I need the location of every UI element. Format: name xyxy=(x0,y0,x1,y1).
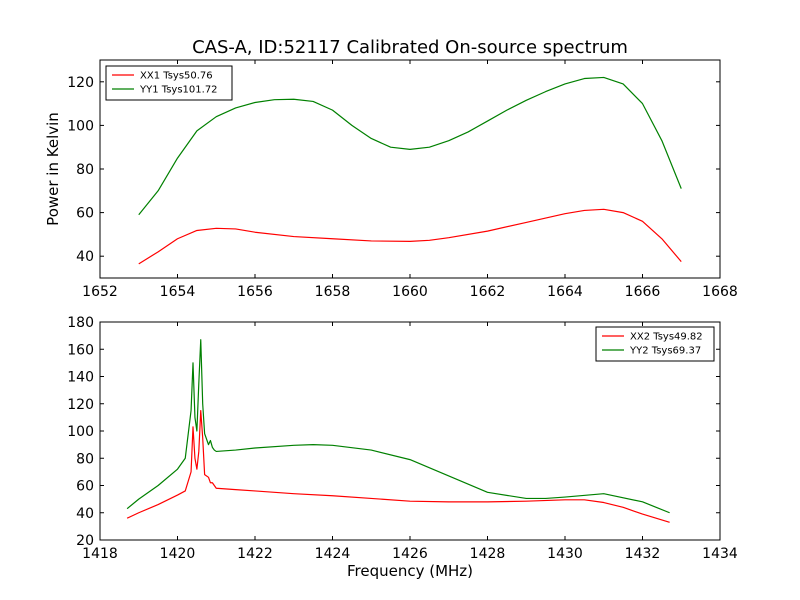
x-tick-label: 1656 xyxy=(237,284,273,300)
x-tick-label: 1662 xyxy=(470,284,506,300)
x-axis-label: Frequency (MHz) xyxy=(347,562,473,580)
y-tick-label: 80 xyxy=(76,451,94,467)
series-line-1 xyxy=(138,208,682,265)
legend-box xyxy=(595,326,715,362)
y-tick-label: 20 xyxy=(76,533,94,549)
y-tick-label: 80 xyxy=(76,162,94,178)
legend: XX2 Tsys49.82 YY2 Tsys69.37 xyxy=(595,326,715,362)
series-line-1 xyxy=(126,409,670,523)
legend-box xyxy=(105,65,233,101)
bottom-panel: 1418 1420 1422 1424 1426 1428 1430 1432 1434 20 40… xyxy=(67,315,738,580)
y-tick-label: 60 xyxy=(76,206,94,222)
legend-label: XX1 Tsys50.76 xyxy=(140,71,213,82)
series-line-2 xyxy=(126,339,670,514)
y-tick-label: 100 xyxy=(67,118,94,134)
x-tick-label: 1428 xyxy=(470,546,506,562)
x-tick-label: 1658 xyxy=(315,284,351,300)
x-tick-label: 1666 xyxy=(625,284,661,300)
x-tick-label: 1664 xyxy=(547,284,583,300)
legend-label: YY2 Tsys69.37 xyxy=(629,346,701,357)
y-axis-label: Power in Kelvin xyxy=(44,112,62,226)
y-tick-label: 40 xyxy=(76,506,94,522)
series-line-2 xyxy=(138,76,682,216)
y-tick-label: 140 xyxy=(67,370,94,386)
y-tick-label: 40 xyxy=(76,249,94,265)
legend-label: YY1 Tsys101.72 xyxy=(139,85,218,96)
x-tick-label: 1426 xyxy=(392,546,428,562)
y-tick-label: 120 xyxy=(67,75,94,91)
x-tick-label: 1652 xyxy=(82,284,118,300)
y-tick-label: 100 xyxy=(67,424,94,440)
x-tick-label: 1422 xyxy=(237,546,273,562)
top-panel: 1652 1654 1656 1658 1660 1662 1664 1666 1668 40 60… xyxy=(44,59,738,300)
legend: XX1 Tsys50.76 YY1 Tsys101.72 xyxy=(105,65,233,101)
x-tick-label: 1430 xyxy=(547,546,583,562)
legend-label: XX2 Tsys49.82 xyxy=(630,332,703,343)
x-tick-label: 1432 xyxy=(625,546,661,562)
chart-title: CAS-A, ID:52117 Calibrated On-source spe… xyxy=(192,37,628,58)
x-tick-label: 1668 xyxy=(702,284,738,300)
x-tick-label: 1420 xyxy=(160,546,196,562)
y-tick-label: 60 xyxy=(76,479,94,495)
x-tick-label: 1660 xyxy=(392,284,428,300)
y-tick-label: 120 xyxy=(67,397,94,413)
x-tick-label: 1654 xyxy=(160,284,196,300)
y-tick-label: 180 xyxy=(67,315,94,331)
x-tick-label: 1418 xyxy=(82,546,118,562)
x-tick-label: 1424 xyxy=(315,546,351,562)
y-tick-label: 160 xyxy=(67,342,94,358)
x-tick-label: 1434 xyxy=(702,546,738,562)
